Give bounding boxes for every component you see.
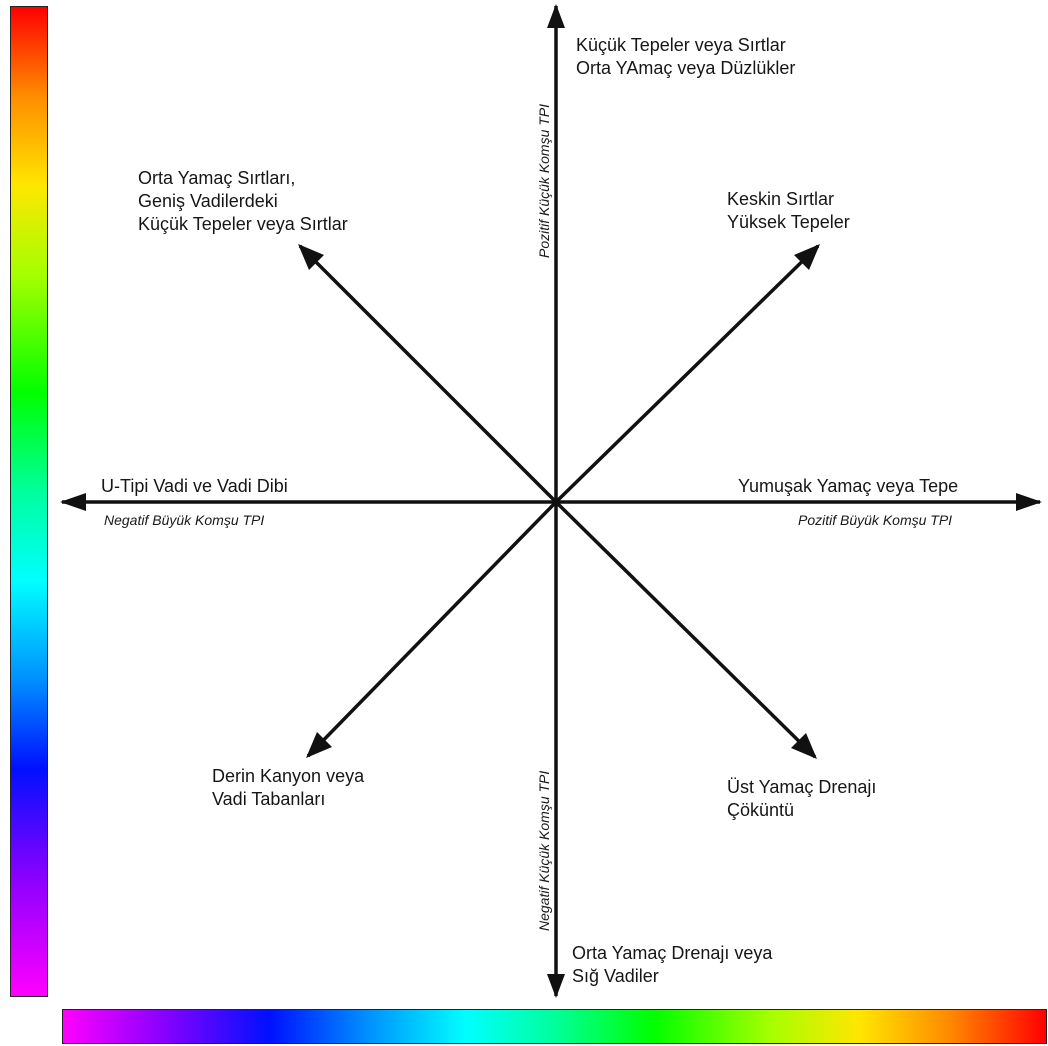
arrowhead-up-right [794,244,820,270]
arrowhead-right [1016,493,1042,511]
label-top-left: Orta Yamaç Sırtları, Geniş Vadilerdeki K… [138,168,348,234]
arrowhead-up-left [298,244,324,270]
arrow-up-right [554,244,820,504]
arrowhead-up [547,4,565,28]
label-right: Yumuşak Yamaç veya Tepe [738,476,959,496]
arrowhead-down [547,974,565,998]
arrow-up-left [298,244,558,504]
label-bottom-right: Üst Yamaç Drenajı Çöküntü [727,777,877,820]
label-bottom: Orta Yamaç Drenajı veya Sığ Vadiler [572,943,773,986]
axis-label-positive-small-tpi: Pozitif Küçük Komşu TPI [536,103,552,258]
horizontal-color-scale [62,1009,1047,1044]
label-left: U-Tipi Vadi ve Vadi Dibi [101,476,288,496]
arrowhead-down-right [791,733,817,759]
axis-label-positive-large-tpi: Pozitif Büyük Komşu TPI [798,512,953,528]
label-top-right: Keskin Sırtlar Yüksek Tepeler [727,189,850,232]
arrowhead-left [60,493,86,511]
arrow-down-right [554,500,817,759]
arrow-down-left [306,500,558,758]
axis-label-negative-small-tpi: Negatif Küçük Komşu TPI [536,770,552,931]
vertical-color-scale [10,6,48,997]
arrowhead-down-left [306,732,332,758]
axis-label-negative-large-tpi: Negatif Büyük Komşu TPI [104,512,265,528]
label-top: Küçük Tepeler veya Sırtlar Orta YAmaç ve… [576,35,796,78]
label-bottom-left: Derin Kanyon veya Vadi Tabanları [212,766,365,809]
